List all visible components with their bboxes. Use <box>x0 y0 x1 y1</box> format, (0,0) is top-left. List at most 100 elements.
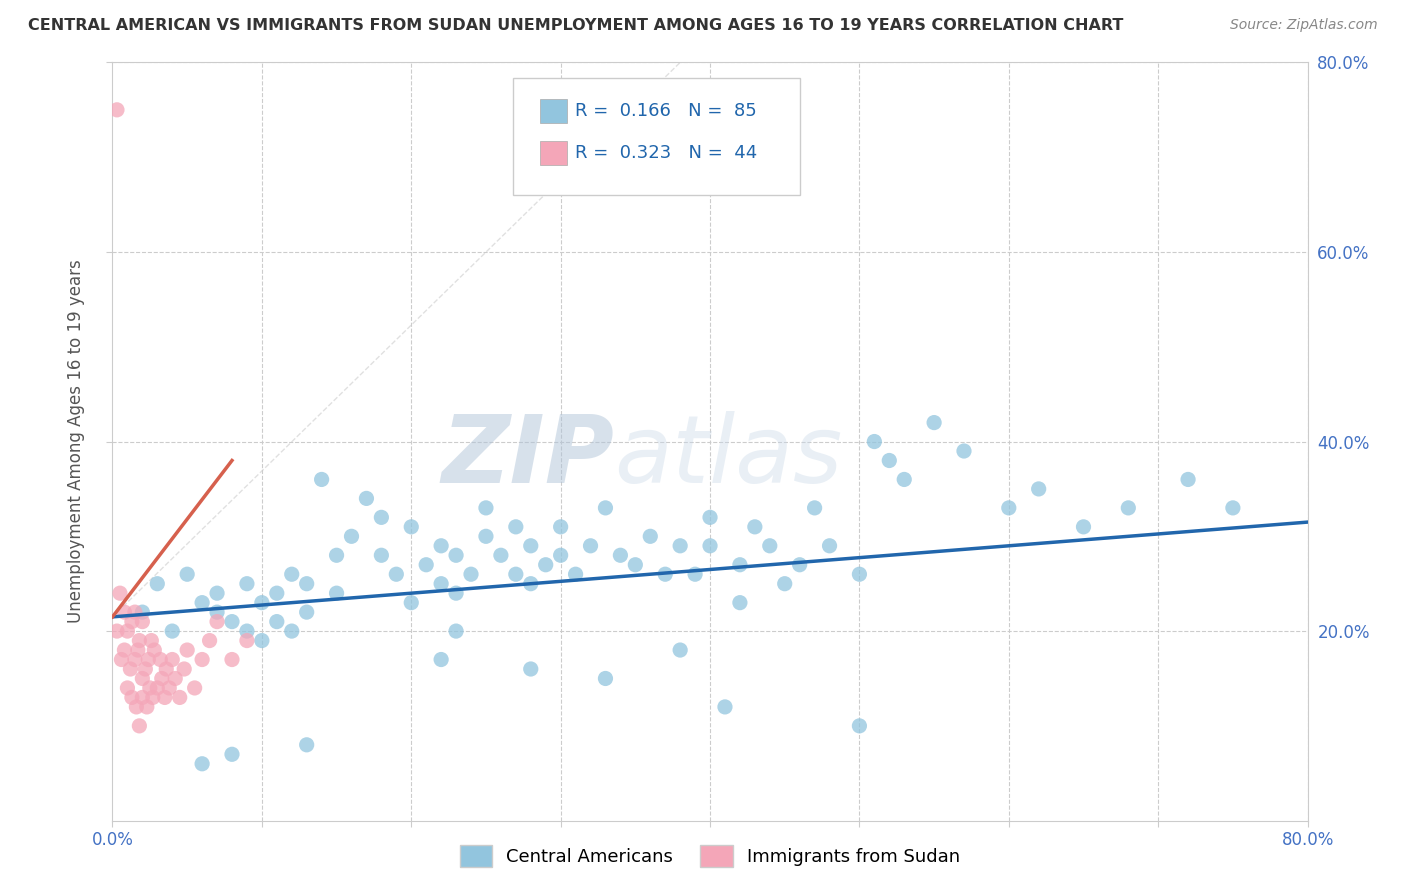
Point <box>155 662 177 676</box>
Point <box>146 681 169 695</box>
Point <box>444 586 467 600</box>
Point <box>714 699 737 714</box>
Point <box>311 473 333 487</box>
Point <box>683 567 706 582</box>
Point <box>117 681 139 695</box>
Point <box>131 605 153 619</box>
Point <box>370 548 392 563</box>
Point <box>221 615 243 629</box>
Point <box>153 690 176 705</box>
Point <box>281 567 304 582</box>
Point <box>520 662 543 676</box>
Point <box>773 576 796 591</box>
Point <box>1073 520 1095 534</box>
Point <box>340 529 363 543</box>
Point <box>415 558 437 572</box>
Point <box>125 699 148 714</box>
Point <box>141 633 163 648</box>
Point <box>205 605 228 619</box>
Text: R =  0.323   N =  44: R = 0.323 N = 44 <box>575 144 758 161</box>
Point <box>669 539 692 553</box>
Point <box>579 539 602 553</box>
Point <box>165 672 187 686</box>
Point <box>114 643 135 657</box>
Text: atlas: atlas <box>614 411 842 502</box>
Point <box>863 434 886 449</box>
Point <box>236 633 259 648</box>
Point <box>108 586 131 600</box>
Point <box>117 624 139 639</box>
Point <box>595 672 617 686</box>
Point <box>430 576 453 591</box>
Point <box>728 558 751 572</box>
FancyBboxPatch shape <box>513 78 800 195</box>
Point <box>699 539 721 553</box>
Point <box>505 567 527 582</box>
Point <box>121 690 143 705</box>
Point <box>520 539 543 553</box>
Point <box>266 586 288 600</box>
Point <box>325 586 347 600</box>
Point <box>759 539 782 553</box>
Point <box>609 548 631 563</box>
Text: CENTRAL AMERICAN VS IMMIGRANTS FROM SUDAN UNEMPLOYMENT AMONG AGES 16 TO 19 YEARS: CENTRAL AMERICAN VS IMMIGRANTS FROM SUDA… <box>28 18 1123 33</box>
FancyBboxPatch shape <box>540 141 567 165</box>
Point <box>162 652 183 666</box>
Point <box>236 576 259 591</box>
Point <box>105 624 128 639</box>
Point <box>124 605 146 619</box>
Point <box>191 652 214 666</box>
Point <box>205 615 228 629</box>
Point <box>669 643 692 657</box>
Point <box>848 567 870 582</box>
Point <box>143 643 166 657</box>
Text: Source: ZipAtlas.com: Source: ZipAtlas.com <box>1230 18 1378 32</box>
Point <box>131 690 153 705</box>
Point <box>295 738 318 752</box>
Point <box>475 500 498 515</box>
Point <box>134 662 156 676</box>
Point <box>281 624 304 639</box>
Point <box>998 500 1021 515</box>
Point <box>236 624 259 639</box>
Point <box>138 652 160 666</box>
Point <box>295 576 318 591</box>
Point <box>444 548 467 563</box>
Point <box>550 548 572 563</box>
Point <box>131 672 153 686</box>
Point <box>430 539 453 553</box>
Point <box>401 520 423 534</box>
Point <box>699 510 721 524</box>
Point <box>1118 500 1140 515</box>
Point <box>564 567 586 582</box>
Point <box>385 567 408 582</box>
Point <box>744 520 766 534</box>
Point <box>146 576 169 591</box>
Point <box>640 529 662 543</box>
Point <box>150 672 173 686</box>
Point <box>135 699 157 714</box>
Point <box>848 719 870 733</box>
Point <box>198 633 221 648</box>
Point <box>789 558 811 572</box>
Point <box>489 548 512 563</box>
Point <box>803 500 825 515</box>
Point <box>120 662 142 676</box>
Point <box>356 491 378 506</box>
Point <box>266 615 288 629</box>
Point <box>1028 482 1050 496</box>
Point <box>444 624 467 639</box>
Point <box>953 444 976 458</box>
Point <box>127 643 149 657</box>
Point <box>550 520 572 534</box>
Point <box>176 567 198 582</box>
Point <box>128 719 150 733</box>
Point <box>879 453 901 467</box>
Point <box>131 615 153 629</box>
Point <box>654 567 676 582</box>
Point <box>191 756 214 771</box>
Point <box>142 690 165 705</box>
Point <box>121 615 143 629</box>
Point <box>183 681 205 695</box>
Point <box>728 596 751 610</box>
